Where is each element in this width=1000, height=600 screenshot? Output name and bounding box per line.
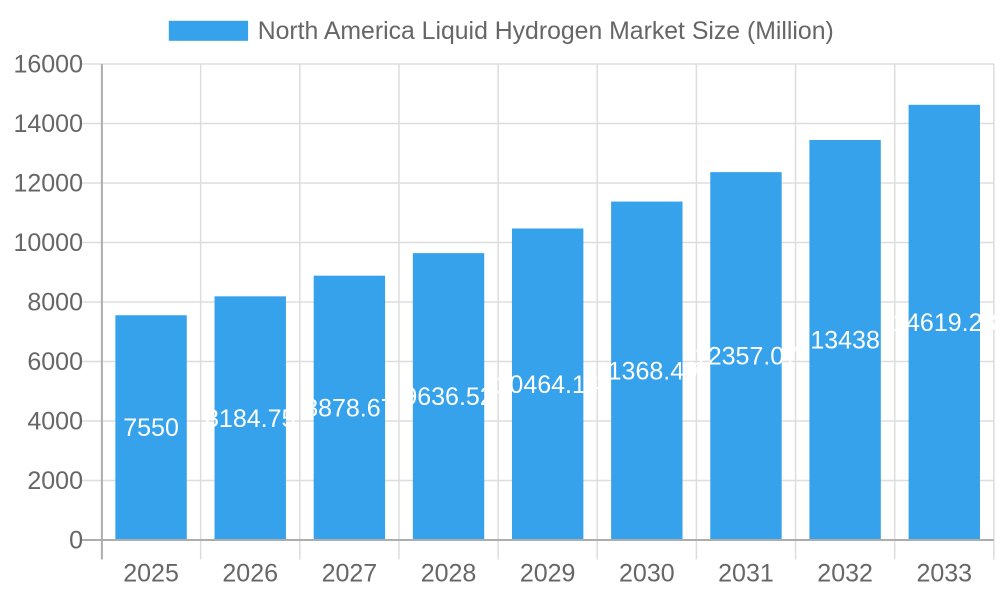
- svg-text:2030: 2030: [619, 560, 675, 588]
- svg-text:16000: 16000: [13, 51, 83, 79]
- svg-text:14619.28: 14619.28: [892, 309, 996, 337]
- svg-text:2000: 2000: [27, 467, 83, 495]
- svg-text:6000: 6000: [27, 348, 83, 376]
- svg-text:2028: 2028: [421, 560, 477, 588]
- svg-text:9636.52: 9636.52: [403, 383, 493, 411]
- svg-text:14000: 14000: [13, 110, 83, 138]
- svg-text:12357.07: 12357.07: [694, 343, 798, 371]
- svg-text:2032: 2032: [817, 560, 873, 588]
- svg-text:2031: 2031: [718, 560, 774, 588]
- svg-text:7550: 7550: [123, 414, 179, 442]
- svg-text:2033: 2033: [916, 560, 972, 588]
- svg-text:2026: 2026: [222, 560, 278, 588]
- svg-text:11368.49: 11368.49: [596, 357, 698, 385]
- svg-text:4000: 4000: [27, 408, 83, 436]
- svg-text:0: 0: [69, 527, 83, 555]
- svg-text:8000: 8000: [27, 289, 83, 317]
- svg-text:8184.75: 8184.75: [205, 405, 295, 433]
- svg-text:12000: 12000: [13, 170, 83, 198]
- svg-text:2027: 2027: [322, 560, 378, 588]
- svg-text:8878.67: 8878.67: [304, 394, 394, 422]
- svg-text:10000: 10000: [13, 229, 83, 257]
- svg-text:2025: 2025: [123, 560, 179, 588]
- svg-text:13438: 13438: [810, 327, 880, 355]
- svg-text:2029: 2029: [520, 560, 576, 588]
- svg-text:North America Liquid Hydrogen: North America Liquid Hydrogen Market Siz…: [258, 18, 834, 45]
- svg-text:10464.14: 10464.14: [496, 371, 600, 399]
